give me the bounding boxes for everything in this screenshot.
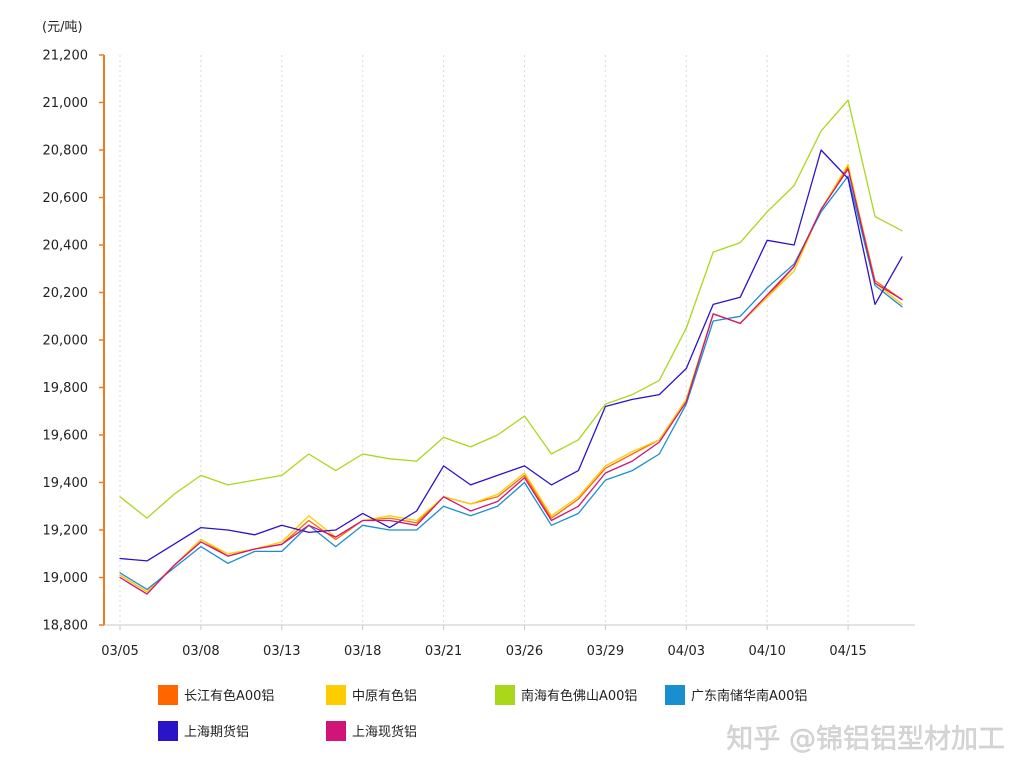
series-line-6 <box>119 168 903 595</box>
y-tick-label: 18,800 <box>43 619 89 634</box>
legend-swatch <box>326 721 346 741</box>
legend-swatch <box>665 685 685 705</box>
y-tick-label: 20,400 <box>43 239 89 254</box>
legend-label: 南海有色佛山A00铝 <box>521 688 637 704</box>
y-axis-unit-label: (元/吨) <box>42 20 83 35</box>
legend-label: 上海期货铝 <box>184 724 249 740</box>
series-line-4 <box>119 175 903 591</box>
x-tick-label: 03/13 <box>263 644 300 659</box>
axes <box>103 55 915 626</box>
y-tick-label: 20,600 <box>43 191 89 206</box>
x-tick-label: 03/08 <box>182 644 219 659</box>
y-tick-label: 19,200 <box>43 524 89 539</box>
legend-swatch <box>158 685 178 705</box>
y-tick-label: 19,800 <box>43 381 89 396</box>
series-line-5 <box>119 149 903 562</box>
series-line-1 <box>119 165 903 593</box>
x-tick-label: 03/21 <box>425 644 462 659</box>
x-tick-label: 03/18 <box>344 644 381 659</box>
x-tick-label: 03/26 <box>506 644 543 659</box>
legend-swatch <box>326 685 346 705</box>
legend-label: 广东南储华南A00铝 <box>691 688 807 704</box>
watermark: 知乎 @锦铝铝型材加工 <box>726 724 1005 755</box>
x-tick-label: 03/05 <box>101 644 138 659</box>
y-tick-label: 21,200 <box>43 49 89 64</box>
legend-label: 中原有色铝 <box>352 688 417 704</box>
x-gridlines <box>119 55 849 625</box>
legend-item: 长江有色A00铝 <box>158 685 274 705</box>
series-line-2 <box>119 163 903 593</box>
y-tick-label: 20,000 <box>43 334 89 349</box>
x-axis-ticks: 03/05 03/08 03/13 03/18 03/21 03/26 03/29 04/03… <box>101 625 867 659</box>
y-tick-label: 19,000 <box>43 571 89 586</box>
series-line-3 <box>119 99 903 519</box>
legend-item: 中原有色铝 <box>326 685 417 705</box>
y-tick-label: 20,200 <box>43 286 89 301</box>
y-tick-label: 19,400 <box>43 476 89 491</box>
x-tick-label: 03/29 <box>587 644 624 659</box>
legend-item: 上海期货铝 <box>158 721 249 741</box>
legend-item: 上海现货铝 <box>326 721 417 741</box>
x-tick-label: 04/15 <box>829 644 866 659</box>
x-tick-label: 04/03 <box>668 644 705 659</box>
y-tick-label: 21,000 <box>43 96 89 111</box>
legend-swatch <box>495 685 515 705</box>
legend-swatch <box>158 721 178 741</box>
series-lines <box>119 99 903 595</box>
legend-item: 南海有色佛山A00铝 <box>495 685 637 705</box>
y-axis-ticks: 18,800 19,000 19,200 19,400 19,600 19,800 20,0… <box>43 49 104 634</box>
x-tick-label: 04/10 <box>748 644 785 659</box>
legend-item: 广东南储华南A00铝 <box>665 685 807 705</box>
y-tick-label: 20,800 <box>43 144 89 159</box>
legend-label: 上海现货铝 <box>352 724 417 740</box>
legend-label: 长江有色A00铝 <box>184 688 274 704</box>
y-tick-label: 19,600 <box>43 429 89 444</box>
